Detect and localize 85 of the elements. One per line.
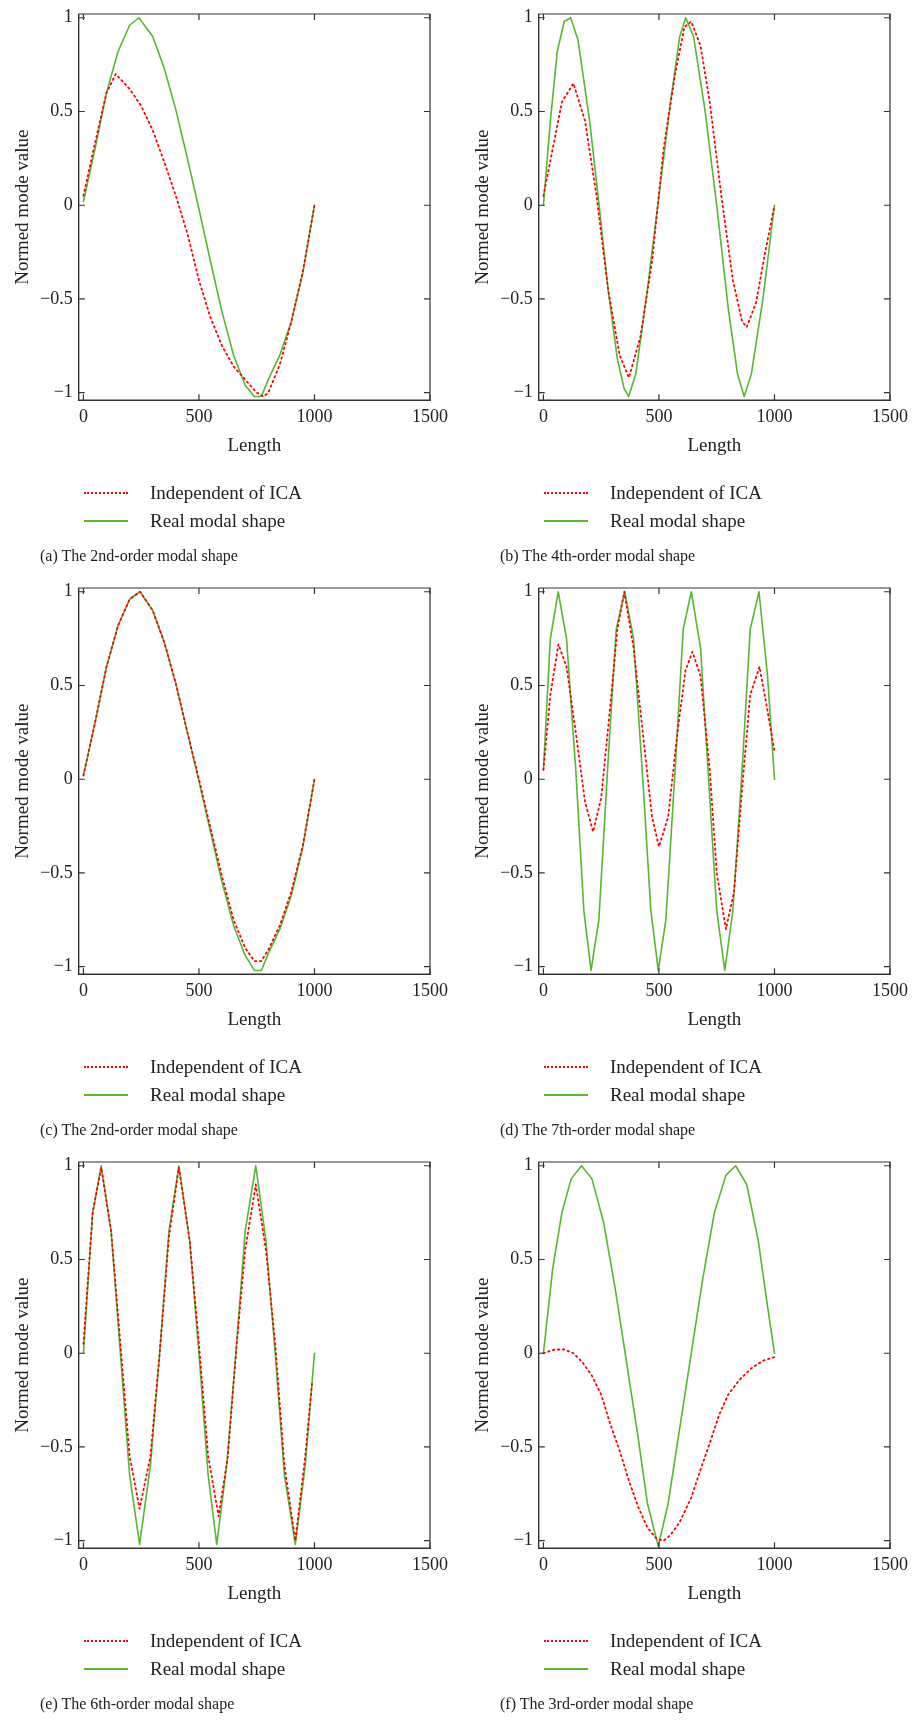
x-tick-label: 0	[538, 1553, 548, 1574]
x-axis-title: Length	[227, 433, 282, 455]
y-tick-label: −0.5	[40, 1435, 73, 1456]
y-tick-label: −1	[513, 955, 533, 976]
x-tick-label: 0	[78, 1553, 88, 1574]
x-tick-label: 1500	[412, 979, 448, 1000]
line-series	[542, 1348, 776, 1542]
y-axis-title: Normed mode value	[11, 1277, 33, 1433]
legend-label: Independent of ICA	[150, 1629, 302, 1653]
x-tick-label: 0	[78, 979, 88, 1000]
text: (e) The 6th-order modal shape	[40, 1695, 236, 1713]
y-tick-label: 1	[63, 1154, 73, 1175]
legend-label: Real modal shape	[610, 1083, 746, 1107]
text: (f) The 3rd-order modal shape	[500, 1695, 695, 1713]
legend-label: Real modal shape	[610, 509, 746, 533]
y-tick-label: 0.5	[510, 674, 533, 695]
legend-label: Independent of ICA	[610, 1629, 762, 1653]
y-tick-label: −0.5	[500, 287, 533, 308]
x-tick-label: 500	[645, 979, 673, 1000]
y-tick-label: 0.5	[510, 1248, 533, 1269]
x-tick-label: 1500	[872, 1553, 908, 1574]
y-tick-label: 0	[523, 767, 533, 788]
y-tick-label: −1	[53, 381, 73, 402]
legend-label: Real modal shape	[610, 1657, 746, 1681]
x-tick-label: 500	[645, 405, 673, 426]
y-tick-label: 1	[523, 1154, 533, 1175]
y-axis-title: Normed mode value	[471, 129, 493, 285]
x-tick-label: 0	[538, 405, 548, 426]
legend-label: Independent of ICA	[610, 481, 762, 505]
y-tick-label: 1	[63, 580, 73, 601]
y-tick-label: 0.5	[50, 674, 73, 695]
y-axis-title: Normed mode value	[11, 129, 33, 285]
x-tick-label: 1000	[296, 979, 333, 1000]
y-axis-title: Normed mode value	[471, 703, 493, 859]
x-tick-label: 1500	[872, 405, 908, 426]
y-tick-label: 0	[63, 193, 73, 214]
x-tick-label: 0	[78, 405, 88, 426]
y-tick-label: −1	[53, 955, 73, 976]
x-tick-label: 1500	[872, 979, 908, 1000]
text: (a) The 2nd-order modal shape	[40, 547, 239, 565]
y-tick-label: 0	[63, 1341, 73, 1362]
x-axis-title: Length	[227, 1581, 282, 1603]
y-tick-label: 0.5	[50, 1248, 73, 1269]
text: (c) The 2nd-order modal shape	[40, 1121, 239, 1139]
y-tick-label: 0	[523, 193, 533, 214]
x-tick-label: 500	[185, 405, 213, 426]
y-tick-label: −0.5	[500, 861, 533, 882]
x-axis-title: Length	[687, 1007, 742, 1029]
y-tick-label: −1	[513, 1529, 533, 1550]
y-tick-label: −1	[513, 381, 533, 402]
legend-label: Real modal shape	[150, 509, 286, 533]
x-tick-label: 500	[185, 1553, 213, 1574]
x-axis-title: Length	[687, 433, 742, 455]
text: (b) The 4th-order modal shape	[500, 547, 697, 565]
x-tick-label: 500	[645, 1553, 673, 1574]
y-tick-label: 0.5	[50, 100, 73, 121]
legend-label: Real modal shape	[150, 1657, 286, 1681]
y-tick-label: 0	[523, 1341, 533, 1362]
x-tick-label: 0	[538, 979, 548, 1000]
legend-label: Independent of ICA	[610, 1055, 762, 1079]
y-tick-label: 0.5	[510, 100, 533, 121]
y-tick-label: 1	[523, 6, 533, 27]
y-axis-title: Normed mode value	[11, 703, 33, 859]
y-tick-label: −0.5	[40, 861, 73, 882]
x-tick-label: 1000	[756, 979, 793, 1000]
y-tick-label: −1	[53, 1529, 73, 1550]
text: (d) The 7th-order modal shape	[500, 1121, 697, 1139]
x-tick-label: 1500	[412, 405, 448, 426]
x-tick-label: 500	[185, 979, 213, 1000]
x-tick-label: 1500	[412, 1553, 448, 1574]
y-axis-title: Normed mode value	[471, 1277, 493, 1433]
legend-label: Independent of ICA	[150, 1055, 302, 1079]
x-tick-label: 1000	[756, 405, 793, 426]
x-axis-title: Length	[687, 1581, 742, 1603]
y-tick-label: 1	[523, 580, 533, 601]
y-tick-label: −0.5	[40, 287, 73, 308]
y-tick-label: −0.5	[500, 1435, 533, 1456]
legend-label: Real modal shape	[150, 1083, 286, 1107]
x-tick-label: 1000	[756, 1553, 793, 1574]
legend-label: Independent of ICA	[150, 481, 302, 505]
x-tick-label: 1000	[296, 1553, 333, 1574]
y-tick-label: 1	[63, 6, 73, 27]
x-tick-label: 1000	[296, 405, 333, 426]
x-axis-title: Length	[227, 1007, 282, 1029]
y-tick-label: 0	[63, 767, 73, 788]
